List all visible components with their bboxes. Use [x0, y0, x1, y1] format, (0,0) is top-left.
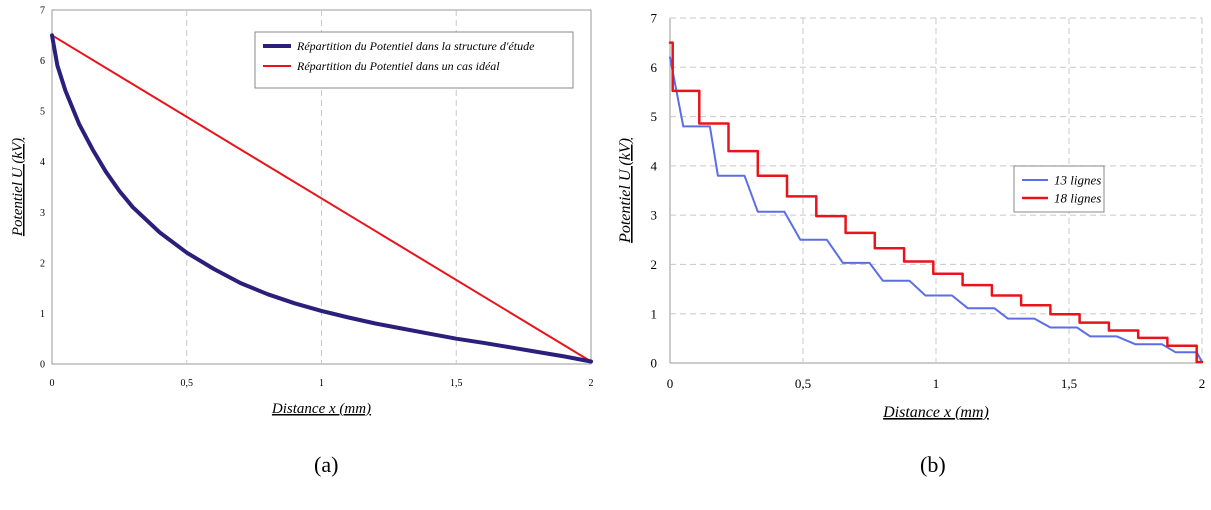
x-tick-label: 0,5	[795, 376, 811, 391]
y-tick-label: 4	[651, 158, 658, 173]
y-tick-label: 0	[651, 356, 658, 371]
y-tick-label: 3	[40, 208, 45, 219]
legend-label: 18 lignes	[1054, 191, 1101, 206]
y-tick-label: 1	[651, 306, 658, 321]
chart-a: 0 0,5 1 1,5 2 0 1 2 3 4 5 6 7 Distance x (mm) Potentie…	[10, 6, 594, 418]
y-tick-label: 7	[651, 11, 658, 26]
y-axis-label: Potentiel U (kV)	[617, 138, 634, 244]
y-axis-label: Potentiel U (kV)	[10, 138, 26, 237]
chart-panel-a: 0 0,5 1 1,5 2 0 1 2 3 4 5 6 7 Distance x (mm) Potentie…	[0, 0, 605, 420]
y-tick-label: 7	[40, 6, 45, 17]
y-tick-label: 6	[40, 56, 45, 67]
legend-label: 13 lignes	[1054, 173, 1101, 188]
y-tick-label: 2	[40, 258, 45, 269]
y-tick-label: 1	[40, 309, 45, 320]
y-tick-label: 3	[651, 208, 658, 223]
y-tick-label: 4	[40, 157, 45, 168]
legend-label: Répartition du Potentiel dans la structu…	[296, 39, 535, 53]
y-tick-label: 6	[651, 60, 658, 75]
y-tick-label: 2	[651, 257, 658, 272]
x-tick-label: 1	[319, 378, 324, 389]
y-tick-label: 5	[651, 109, 658, 124]
y-tick-label: 5	[40, 107, 45, 118]
series-line-b-1	[669, 56, 1203, 363]
x-tick-label: 1,5	[1061, 376, 1077, 391]
x-axis-label: Distance x (mm)	[271, 401, 371, 417]
chart-panel-b: 0 0,5 1 1,5 2 0 1 2 3 4 5 6 7 Distance x (mm) Potentie…	[605, 0, 1211, 420]
series-line-a-1	[50, 33, 593, 364]
y-tick-label: 0	[40, 360, 45, 371]
series-line-b-2	[668, 41, 1204, 364]
x-tick-label: 0	[667, 376, 674, 391]
caption-a: (a)	[314, 452, 339, 477]
legend-label: Répartition du Potentiel dans un cas idé…	[296, 59, 500, 73]
x-tick-label: 0,5	[181, 378, 194, 389]
legend-box	[254, 31, 574, 89]
x-tick-label: 1	[933, 376, 940, 391]
x-tick-label: 1,5	[450, 378, 463, 389]
caption-b: (b)	[920, 452, 946, 477]
x-tick-label: 0	[50, 378, 55, 389]
series-line-a-2	[51, 34, 592, 363]
legend-box	[1013, 165, 1105, 213]
x-tick-label: 2	[589, 378, 594, 389]
chart-b: 0 0,5 1 1,5 2 0 1 2 3 4 5 6 7 Distance x (mm) Potentie…	[617, 11, 1206, 420]
x-tick-label: 2	[1199, 376, 1206, 391]
x-axis-label: Distance x (mm)	[882, 404, 989, 420]
